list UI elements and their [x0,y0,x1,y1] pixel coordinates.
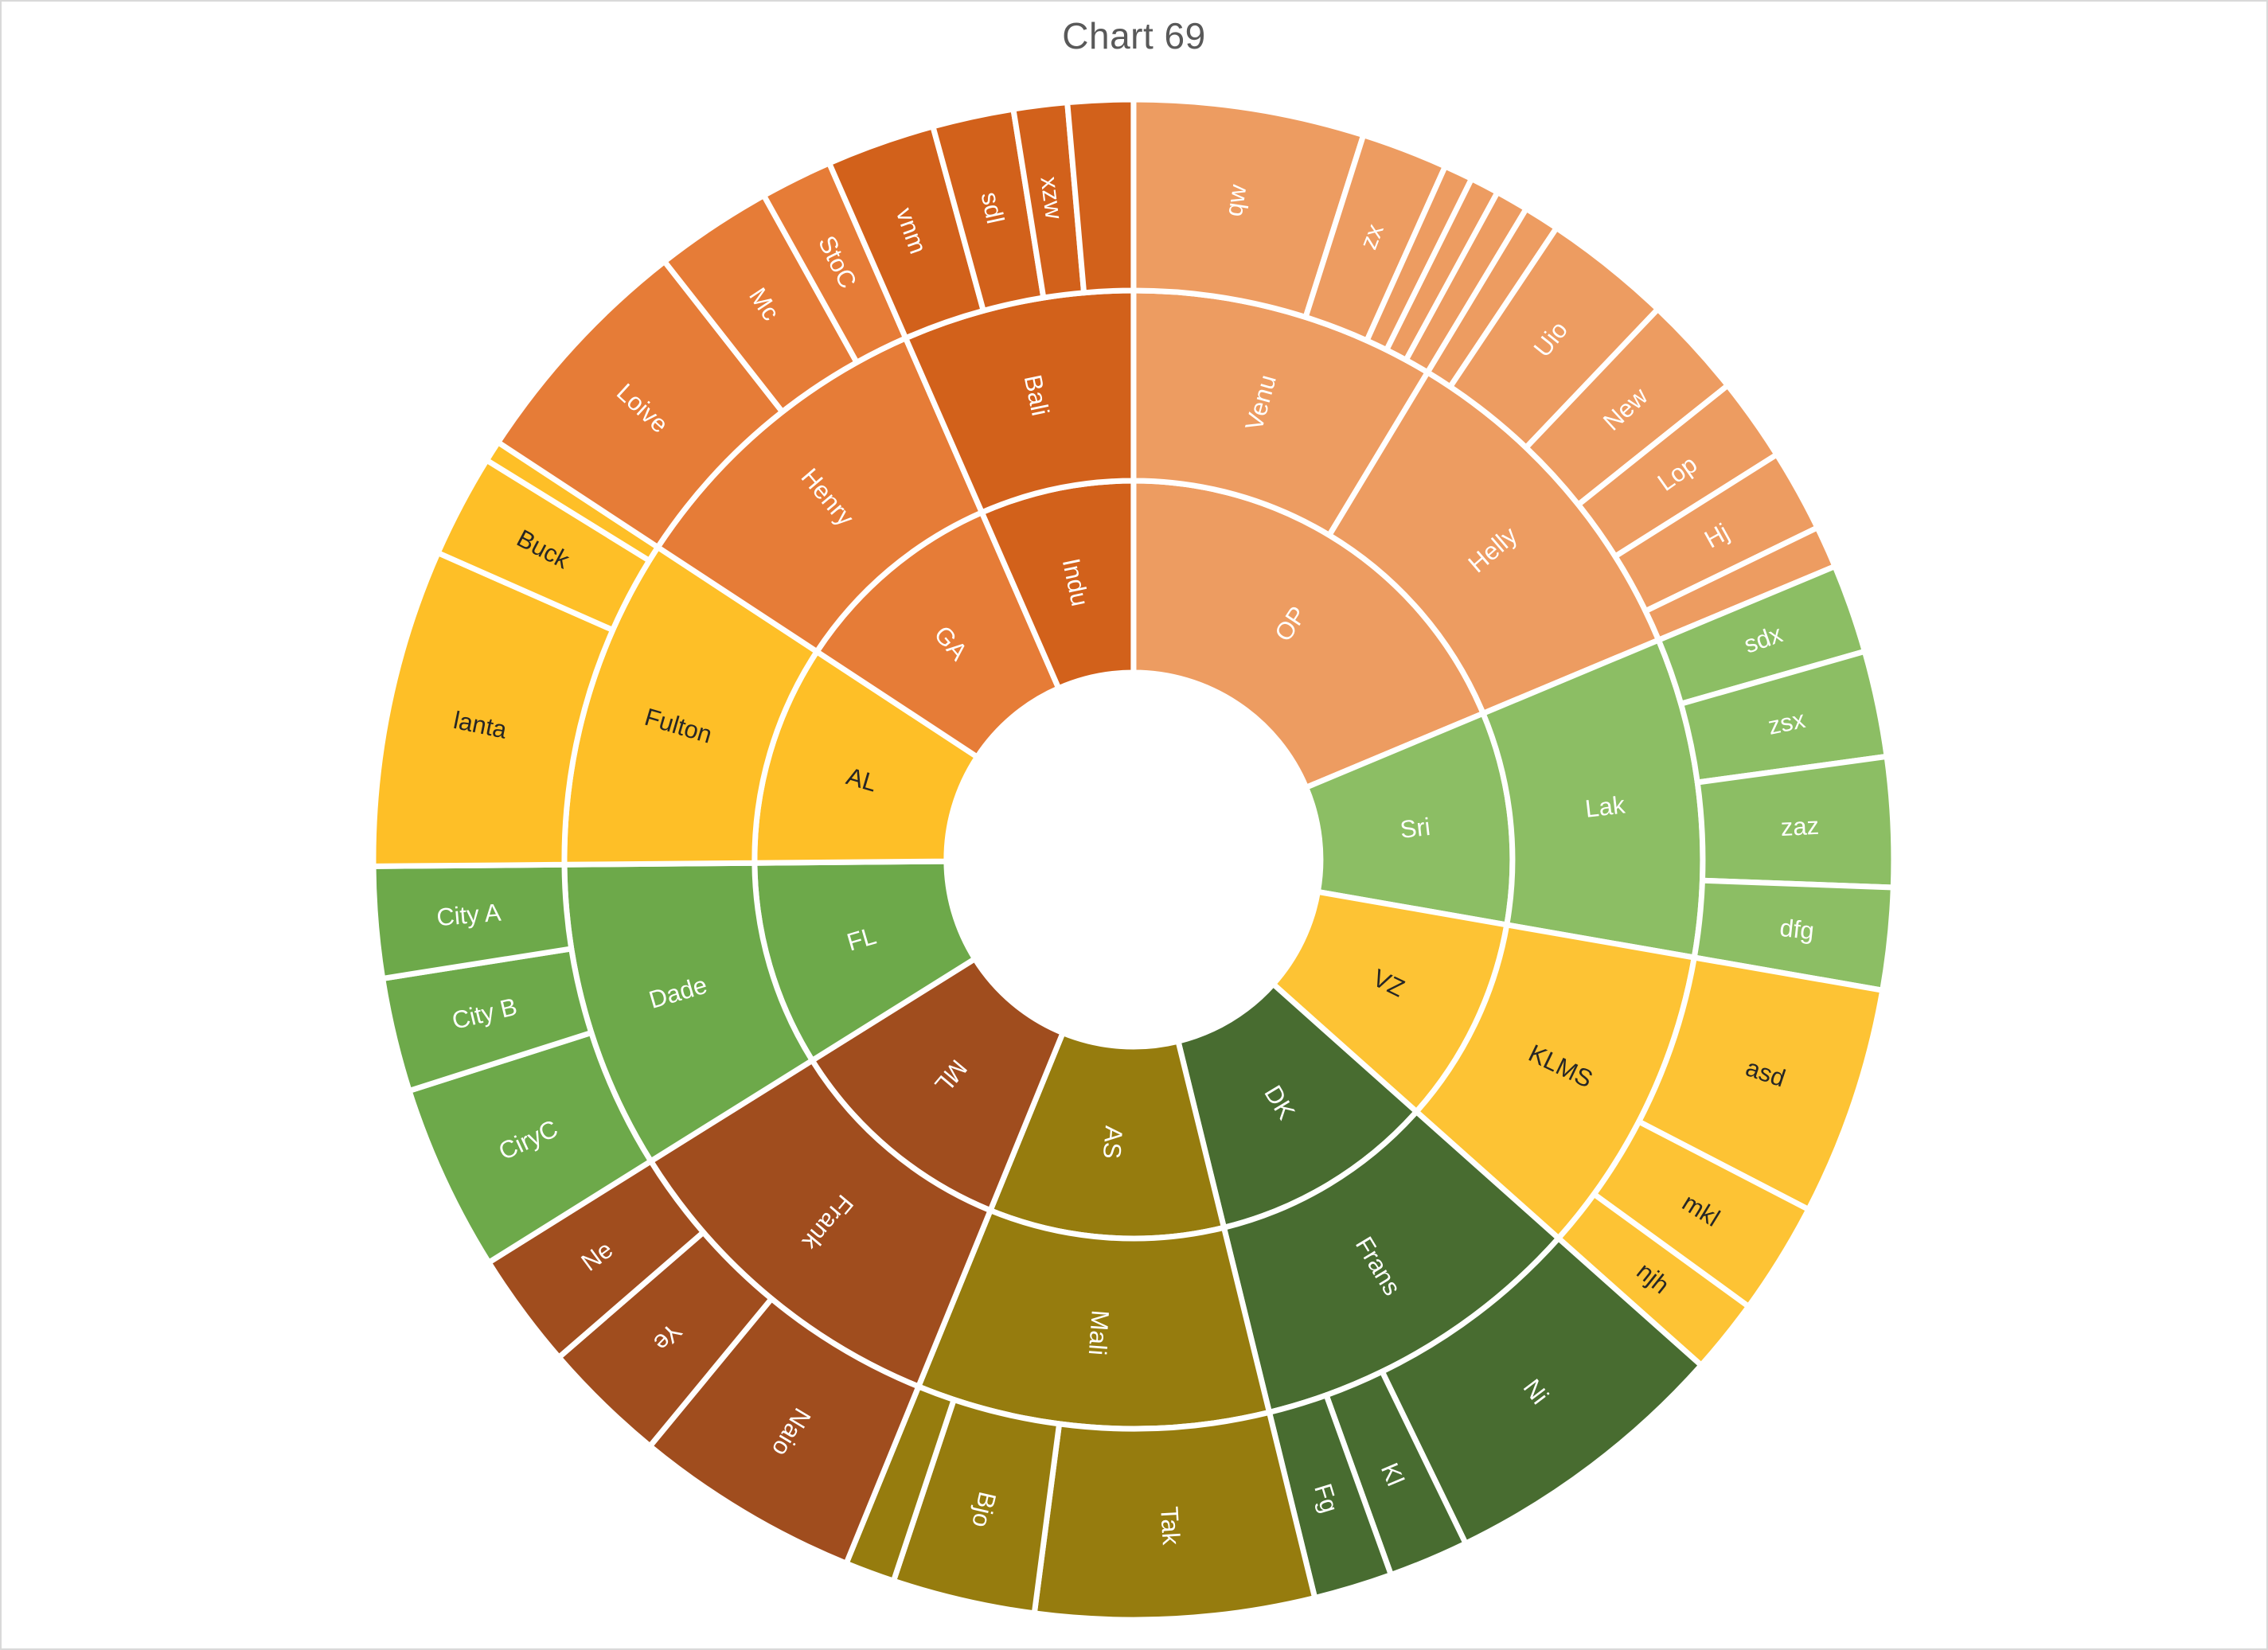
sunburst-segment-unlabeled[interactable] [1064,96,1137,296]
sunburst-segment-zaz[interactable] [1694,753,1897,891]
chart-title: Chart 69 [1062,15,1206,57]
sunburst-segment-Tak[interactable] [1031,1409,1318,1623]
